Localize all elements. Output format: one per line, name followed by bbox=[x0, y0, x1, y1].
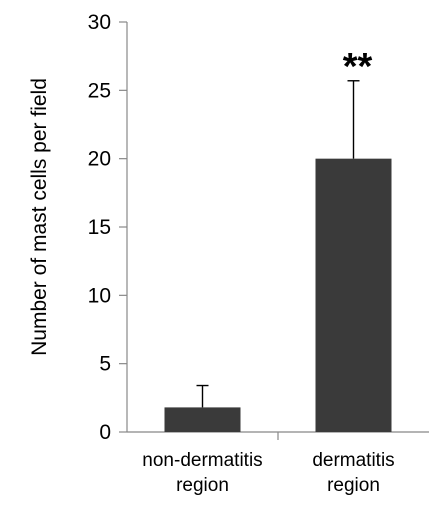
y-axis-label: Number of mast cells per field bbox=[28, 78, 51, 356]
y-tick-label: 5 bbox=[99, 353, 111, 376]
bar bbox=[164, 407, 241, 432]
y-tick-label: 10 bbox=[88, 284, 111, 307]
y-tick-label: 30 bbox=[88, 11, 111, 34]
plot-area: 0 5 10 15 20 25 30 non-dermatitis region dermatit… bbox=[88, 11, 429, 496]
x-tick-label: dermatitis region bbox=[312, 450, 394, 496]
y-tick-label: 25 bbox=[88, 79, 111, 102]
y-tick-label: 15 bbox=[88, 216, 111, 239]
y-tick-label: 20 bbox=[88, 148, 111, 171]
y-tick-label: 0 bbox=[99, 421, 111, 444]
significance-annotation: ** bbox=[343, 46, 373, 88]
x-tick-label: non-dermatitis region bbox=[142, 450, 262, 496]
bar bbox=[315, 158, 392, 432]
